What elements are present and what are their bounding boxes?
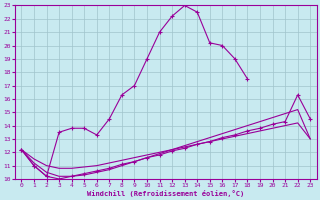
X-axis label: Windchill (Refroidissement éolien,°C): Windchill (Refroidissement éolien,°C)	[87, 190, 244, 197]
